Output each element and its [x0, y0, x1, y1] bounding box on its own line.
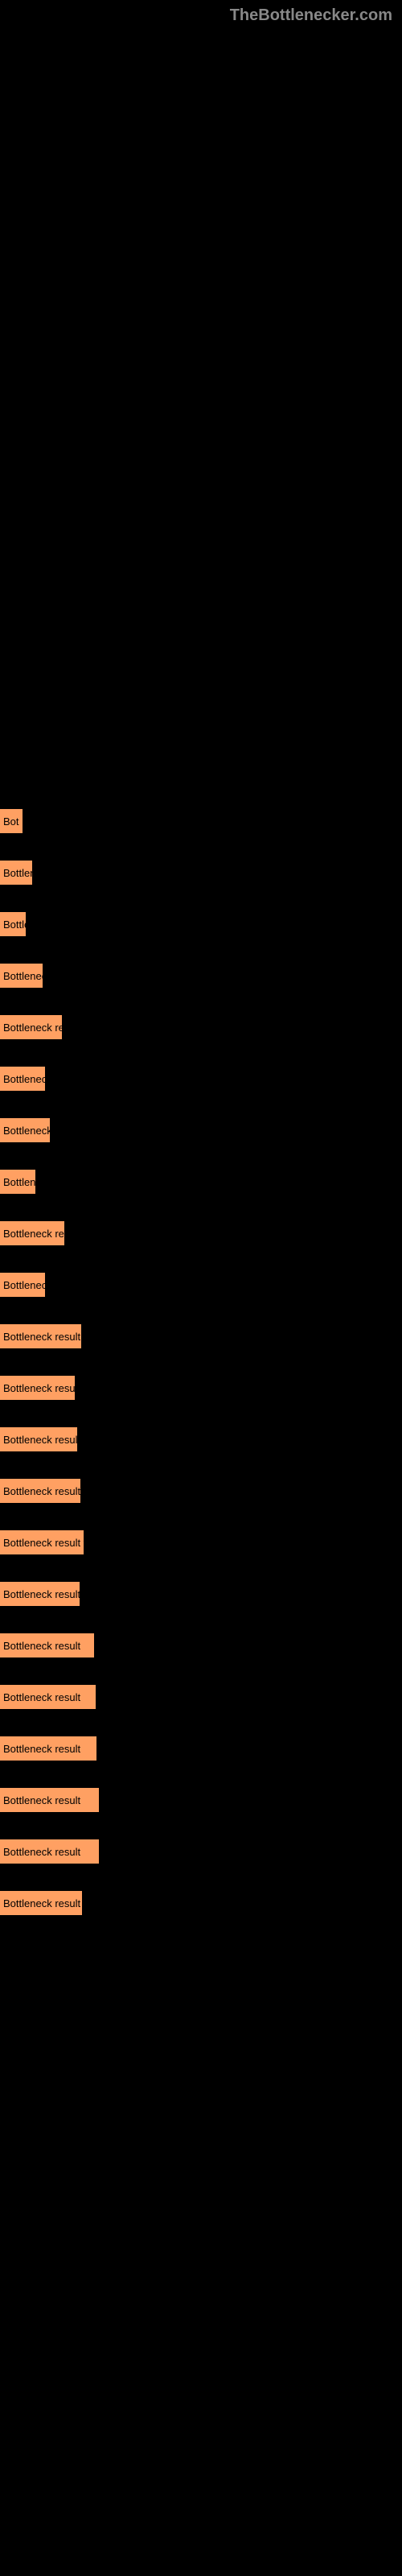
bar-row: Bottleneck result: [0, 1891, 402, 1915]
bar-row: Bottleneck: [0, 964, 402, 988]
bar-12: Bottleneck result: [0, 1427, 77, 1451]
bar-chart: Bot Bottlene Bottle Bottleneck Bottlenec…: [0, 0, 402, 1915]
bar-6: Bottleneck r: [0, 1118, 50, 1142]
bar-row: Bottleneck result: [0, 1479, 402, 1503]
bar-row: Bottleneck result: [0, 1427, 402, 1451]
bar-8: Bottleneck res: [0, 1221, 64, 1245]
bar-21: Bottleneck result: [0, 1891, 82, 1915]
bar-row: Bottleneck result: [0, 1582, 402, 1606]
bar-row: Bottlene: [0, 1170, 402, 1194]
bar-13: Bottleneck result: [0, 1479, 80, 1503]
bar-20: Bottleneck result: [0, 1839, 99, 1864]
bar-16: Bottleneck result: [0, 1633, 94, 1657]
bar-14: Bottleneck result f: [0, 1530, 84, 1554]
bar-19: Bottleneck result: [0, 1788, 99, 1812]
bar-row: Bottleneck result f: [0, 1324, 402, 1348]
bar-row: Bottleneck res: [0, 1221, 402, 1245]
bar-row: Bottleneck result: [0, 1736, 402, 1761]
bar-row: Bottleneck result: [0, 1633, 402, 1657]
bar-row: Bottleneck result: [0, 1839, 402, 1864]
bar-row: Bottle: [0, 912, 402, 936]
bar-row: Bottleneck result f: [0, 1530, 402, 1554]
bar-18: Bottleneck result: [0, 1736, 96, 1761]
bar-11: Bottleneck result: [0, 1376, 75, 1400]
bar-17: Bottleneck result: [0, 1685, 96, 1709]
bar-row: Bottleneck result: [0, 1788, 402, 1812]
bar-4: Bottleneck re: [0, 1015, 62, 1039]
watermark-text: TheBottlenecker.com: [230, 6, 392, 25]
bar-9: Bottleneck: [0, 1273, 45, 1297]
bar-7: Bottlene: [0, 1170, 35, 1194]
bar-row: Bottlene: [0, 861, 402, 885]
bar-row: Bot: [0, 809, 402, 833]
bar-row: Bottleneck result: [0, 1376, 402, 1400]
bar-row: Bottleneck result: [0, 1685, 402, 1709]
bar-row: Bottleneck: [0, 1273, 402, 1297]
bar-1: Bottlene: [0, 861, 32, 885]
bar-10: Bottleneck result f: [0, 1324, 81, 1348]
bar-0: Bot: [0, 809, 23, 833]
bar-3: Bottleneck: [0, 964, 43, 988]
bar-row: Bottleneck r: [0, 1118, 402, 1142]
bar-2: Bottle: [0, 912, 26, 936]
bar-row: Bottleneck: [0, 1067, 402, 1091]
bar-15: Bottleneck result: [0, 1582, 80, 1606]
bar-5: Bottleneck: [0, 1067, 45, 1091]
bar-row: Bottleneck re: [0, 1015, 402, 1039]
